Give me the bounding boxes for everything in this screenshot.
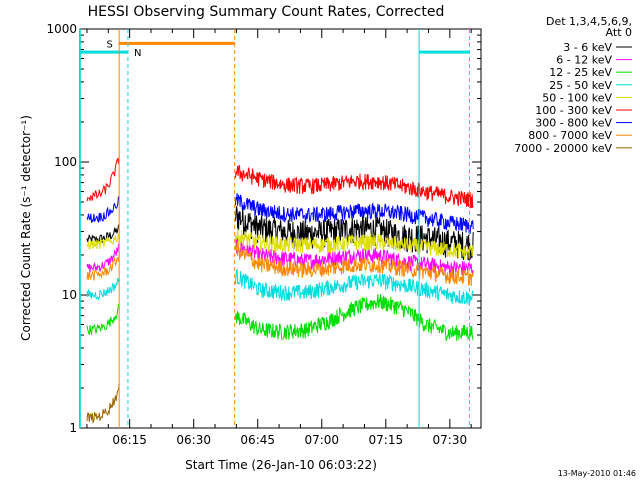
y-axis-label: Corrected Count Rate (s⁻¹ detector⁻¹) [19, 115, 33, 341]
y-tick-label: 10 [62, 288, 77, 302]
series-line-post [235, 268, 474, 306]
series-line-pre [86, 255, 120, 281]
legend-label: 800 - 7000 keV [528, 129, 612, 142]
legend-label: 7000 - 20000 keV [514, 142, 612, 155]
legend-label: 3 - 6 keV [563, 41, 612, 54]
x-tick-label: 06:30 [176, 433, 211, 447]
legend-header-2: Att 0 [606, 26, 632, 39]
timestamp: 13-May-2010 01:46 [558, 469, 636, 478]
x-tick-label: 07:15 [369, 433, 404, 447]
series-line-pre [86, 196, 120, 224]
series-line-pre [86, 156, 120, 202]
x-tick-label: 06:45 [240, 433, 275, 447]
x-tick-label: 06:15 [112, 433, 147, 447]
flag-label-n: N [134, 48, 141, 59]
markers: SN [79, 29, 470, 428]
series-line-pre [86, 233, 120, 250]
series-layer [86, 156, 474, 425]
legend-header-1: Det 1,3,4,5,6,9, [546, 15, 632, 28]
chart-title: HESSI Observing Summary Count Rates, Cor… [88, 4, 445, 20]
legend-label: 50 - 100 keV [542, 91, 612, 104]
series-line-pre [86, 224, 120, 244]
series-line-post [235, 193, 474, 235]
flag-label-s: S [107, 39, 113, 50]
y-tick-label: 100 [54, 155, 77, 169]
series-line-post [235, 242, 474, 286]
series-line-post [235, 228, 474, 260]
series-5 [86, 156, 474, 209]
series-line-post [235, 294, 474, 342]
series-line-pre [86, 243, 120, 273]
legend-label: 300 - 800 keV [535, 117, 612, 130]
legend-label: 6 - 12 keV [556, 54, 612, 67]
series-line-pre [86, 383, 120, 425]
series-line-pre [86, 303, 120, 336]
y-tick-label: 1 [69, 421, 77, 435]
x-tick-label: 07:00 [304, 433, 339, 447]
series-line-post [235, 164, 474, 209]
y-tick-label: 1000 [46, 22, 77, 36]
x-axis-label: Start Time (26-Jan-10 06:03:22) [185, 458, 377, 472]
series-4 [86, 228, 474, 260]
series-3 [86, 268, 474, 306]
legend-label: 25 - 50 keV [549, 79, 612, 92]
series-6 [86, 193, 474, 235]
legend-label: 100 - 300 keV [535, 104, 612, 117]
series-7 [86, 242, 474, 286]
series-line-pre [86, 277, 120, 301]
legend-label: 12 - 25 keV [549, 66, 612, 79]
x-tick-label: 07:30 [433, 433, 468, 447]
series-2 [86, 294, 474, 342]
y-axis: 1 10 100 1000 [46, 22, 481, 435]
series-8 [86, 383, 120, 425]
x-axis: 06:15 06:30 06:45 07:00 07:15 07:30 [86, 29, 472, 447]
